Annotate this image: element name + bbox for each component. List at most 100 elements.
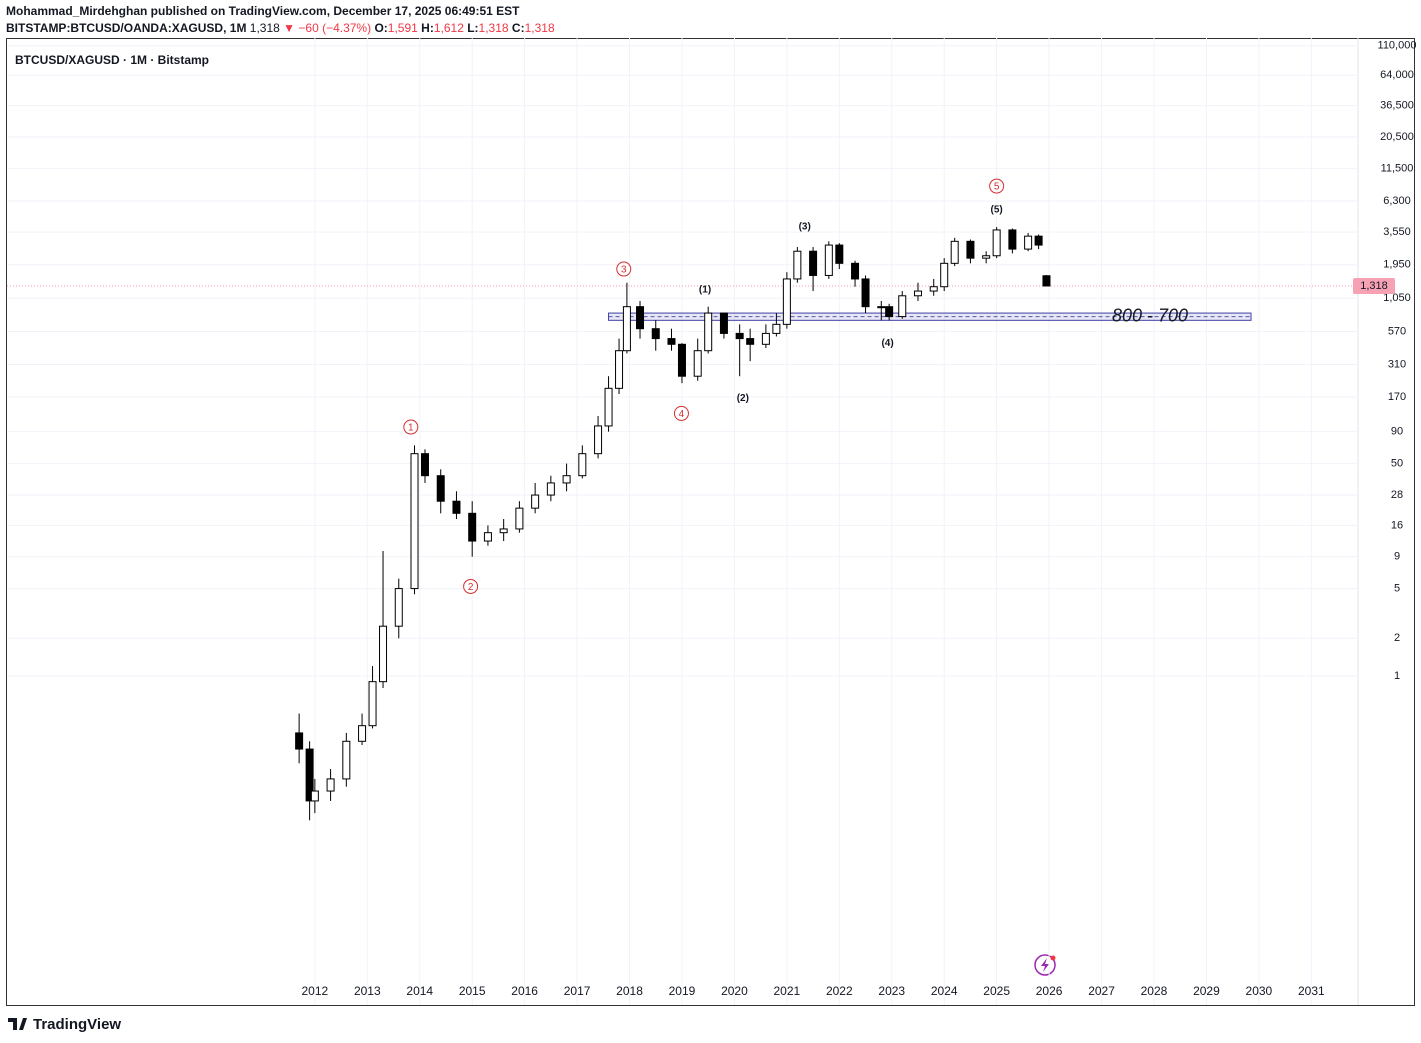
candle-body	[368, 681, 377, 727]
x-tick-label: 2021	[774, 984, 801, 998]
candle-body	[515, 507, 524, 530]
candle-body	[992, 229, 1001, 257]
candle-body	[326, 778, 335, 792]
lightning-icon[interactable]	[1034, 954, 1056, 976]
x-tick-label: 2026	[1036, 984, 1063, 998]
candle-body	[379, 625, 388, 683]
x-tick-label: 2019	[669, 984, 696, 998]
x-tick-label: 2028	[1141, 984, 1168, 998]
candle-body	[622, 306, 631, 352]
candle-body	[782, 278, 791, 325]
candle-body	[594, 425, 603, 455]
candle-body	[877, 306, 886, 309]
x-tick-label: 2025	[983, 984, 1010, 998]
o-key: O:	[374, 21, 387, 35]
x-tick-label: 2027	[1088, 984, 1115, 998]
tv-logo: TradingView	[8, 1016, 121, 1033]
candle-body	[793, 250, 802, 280]
wave-label: 5	[994, 182, 1000, 193]
wave-label: (5)	[991, 204, 1003, 215]
logo-mark	[8, 1018, 27, 1030]
wave-label: (2)	[737, 393, 749, 404]
wave-label: (4)	[881, 338, 893, 349]
y-tick-label: 20,500	[1380, 131, 1414, 143]
candle-body	[1034, 235, 1043, 246]
candle-body	[531, 494, 540, 509]
wave-label: 3	[621, 265, 627, 276]
candle-body	[693, 350, 702, 377]
y-tick-label: 570	[1388, 325, 1406, 337]
last-price-label: 1,318	[1360, 280, 1388, 292]
y-tick-label: 1,950	[1383, 259, 1411, 271]
y-tick-label: 64,000	[1380, 69, 1414, 81]
wave-label: (3)	[799, 222, 811, 233]
brand: TradingView	[33, 1016, 121, 1033]
candle-body	[604, 387, 613, 427]
candle-body	[667, 338, 676, 345]
l-key: L:	[467, 21, 478, 35]
candle-body	[677, 343, 686, 377]
y-tick-label: 3,550	[1383, 226, 1411, 238]
candle-body	[761, 332, 770, 345]
candle-body	[452, 500, 461, 514]
y-tick-label: 110,000	[1378, 40, 1417, 52]
icon-circle[interactable]	[1034, 954, 1056, 976]
plot-area: 800 - 700 1 2 3 4 5 (1) (2) (3) (4) (5)	[7, 38, 1358, 1005]
candle-body	[436, 475, 445, 502]
y-tick-label: 11,500	[1381, 162, 1414, 174]
candle-body	[809, 250, 818, 276]
candle-body	[310, 790, 319, 802]
candle-body	[615, 350, 624, 389]
y-tick-label: 36,500	[1380, 100, 1414, 112]
y-tick-label: 16	[1391, 519, 1403, 531]
x-tick-label: 2023	[878, 984, 905, 998]
candle-body	[885, 306, 894, 318]
candle-body	[1042, 275, 1051, 287]
symbol-line: BITSTAMP:BTCUSD/OANDA:XAGUSD, 1M 1,318 ▼…	[6, 21, 555, 35]
x-tick-label: 2014	[406, 984, 433, 998]
x-tick-label: 2024	[931, 984, 958, 998]
icon-dot[interactable]	[1050, 955, 1056, 961]
y-tick-label: 2	[1394, 632, 1400, 644]
wave-circle	[989, 178, 1005, 194]
x-tick-label: 2013	[354, 984, 381, 998]
y-tick-label: 9	[1394, 551, 1400, 563]
wave-label: 1	[408, 423, 414, 434]
candle-body	[929, 286, 938, 292]
candle-body	[982, 255, 991, 259]
candle-body	[410, 453, 419, 590]
x-tick-label: 2031	[1298, 984, 1325, 998]
x-tick-label: 2020	[721, 984, 748, 998]
candle-body	[483, 532, 492, 542]
y-tick-label: 90	[1391, 426, 1403, 438]
icon-bolt[interactable]	[1041, 958, 1049, 972]
candle-body	[358, 725, 367, 742]
candle-body	[851, 262, 860, 280]
chart-frame	[6, 38, 1415, 1006]
last-price-box	[1353, 277, 1395, 294]
y-tick-label: 5	[1394, 582, 1400, 594]
wave-label: (1)	[699, 284, 711, 295]
wave-circle	[403, 419, 419, 435]
zone-label: 800 - 700	[1112, 305, 1188, 325]
y-tick-label: 170	[1388, 391, 1406, 403]
candle-body	[746, 338, 755, 345]
candle-body	[651, 328, 660, 340]
candle-body	[950, 240, 959, 264]
candle-body	[499, 528, 508, 534]
y-tick-label: 1	[1394, 670, 1400, 682]
c-val: 1,318	[525, 21, 555, 35]
l-val: 1,318	[479, 21, 509, 35]
wave-circle	[616, 261, 632, 277]
candle-body	[546, 482, 555, 496]
x-tick-label: 2030	[1246, 984, 1273, 998]
candle-body	[636, 306, 645, 330]
x-tick-label: 2012	[302, 984, 329, 998]
wave-label: 4	[679, 409, 685, 420]
candle-body	[420, 453, 429, 477]
y-tick-label: 50	[1391, 457, 1403, 469]
candle-body	[835, 244, 844, 264]
x-tick-label: 2017	[564, 984, 591, 998]
